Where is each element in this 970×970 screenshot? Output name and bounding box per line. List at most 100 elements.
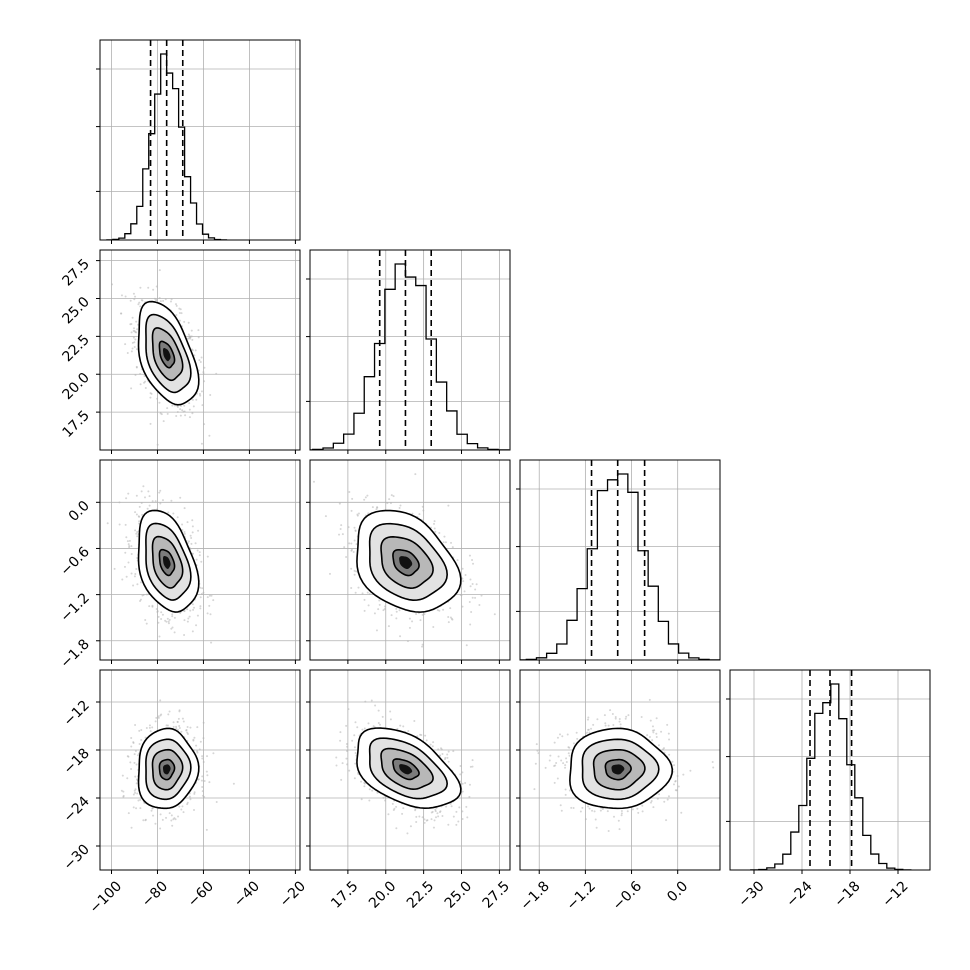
scatter-point [423, 821, 426, 824]
contour-line [368, 737, 448, 800]
scatter-point [138, 301, 141, 304]
scatter-point [409, 825, 412, 828]
scatter-point [324, 515, 327, 518]
scatter-point [666, 723, 669, 726]
scatter-point [124, 295, 127, 298]
scatter-point [202, 371, 205, 374]
scatter-point [390, 614, 393, 617]
scatter-point [660, 730, 663, 733]
scatter-point [469, 578, 472, 581]
scatter-point [350, 509, 353, 512]
scatter-point [175, 313, 178, 316]
scatter-point [134, 295, 137, 298]
scatter-point [604, 724, 607, 727]
scatter-point [168, 812, 171, 815]
scatter-point [131, 341, 134, 344]
y-tick-label: 22.5 [59, 332, 92, 365]
scatter-point [139, 286, 142, 289]
scatter-point [461, 810, 464, 813]
scatter-point [206, 612, 209, 615]
scatter-point [178, 319, 181, 322]
scatter-point [363, 785, 366, 788]
scatter-point [346, 745, 349, 748]
scatter-point [451, 546, 454, 549]
scatter-point [338, 533, 341, 536]
scatter-point [350, 542, 353, 545]
scatter-point [134, 723, 137, 726]
scatter-point [468, 795, 471, 798]
scatter-point [127, 812, 130, 815]
scatter-point [135, 513, 138, 516]
scatter-point [171, 626, 174, 629]
scatter-point [165, 620, 168, 623]
scatter-point [413, 720, 416, 723]
scatter-point [395, 805, 398, 808]
scatter-point [196, 549, 199, 552]
scatter-point [133, 346, 136, 349]
scatter-point [144, 618, 147, 621]
scatter-point [159, 489, 162, 492]
scatter-point [144, 736, 147, 739]
scatter-point [360, 798, 363, 801]
scatter-point [158, 269, 161, 272]
panel-frame-0-0 [99, 39, 301, 241]
scatter-point [140, 739, 143, 742]
scatter-point [188, 416, 191, 419]
scatter-point [438, 609, 441, 612]
scatter-point [128, 539, 131, 542]
scatter-point [209, 393, 212, 396]
scatter-point [172, 818, 175, 821]
scatter-point [172, 512, 175, 515]
scatter-point [187, 333, 190, 336]
scatter-point [587, 805, 590, 808]
scatter-point [135, 778, 138, 781]
scatter-point [208, 781, 211, 784]
scatter-point [142, 819, 145, 822]
scatter-point [461, 605, 464, 608]
scatter-point [357, 512, 360, 515]
scatter-point [139, 581, 142, 584]
panel-frame-1-1 [309, 249, 511, 451]
scatter-point [350, 586, 353, 589]
y-tick-label: −30 [61, 842, 93, 874]
scatter-point [124, 523, 127, 526]
contour-line [356, 727, 462, 810]
scatter-point [478, 604, 481, 607]
scatter-point [447, 760, 450, 763]
scatter-point [177, 717, 180, 720]
scatter-point [155, 285, 158, 288]
scatter-point [143, 381, 146, 384]
scatter-point [183, 532, 186, 535]
scatter-point [132, 292, 135, 295]
scatter-point [139, 807, 142, 810]
scatter-point [375, 508, 378, 511]
scatter-point [149, 730, 152, 733]
scatter-point [190, 536, 193, 539]
scatter-point [120, 294, 123, 297]
scatter-point [173, 616, 176, 619]
scatter-point [191, 338, 194, 341]
scatter-point [135, 782, 138, 785]
scatter-point [352, 550, 355, 553]
scatter-point [183, 609, 186, 612]
scatter-point [188, 408, 191, 411]
scatter-point [183, 320, 186, 323]
scatter-point [154, 500, 157, 503]
scatter-point [134, 338, 137, 341]
y-tick-label: −1.8 [57, 636, 92, 671]
scatter-point [438, 531, 441, 534]
scatter-point [130, 737, 133, 740]
scatter-point [341, 762, 344, 765]
scatter-point [206, 555, 209, 558]
scatter-point [106, 522, 109, 525]
scatter-point [371, 506, 374, 509]
contour-line [145, 313, 192, 394]
scatter-point [450, 805, 453, 808]
scatter-point [145, 622, 148, 625]
scatter-point [371, 789, 374, 792]
scatter-point [335, 764, 338, 767]
density-peak [399, 764, 413, 775]
scatter-point [431, 810, 434, 813]
scatter-point [361, 728, 364, 731]
